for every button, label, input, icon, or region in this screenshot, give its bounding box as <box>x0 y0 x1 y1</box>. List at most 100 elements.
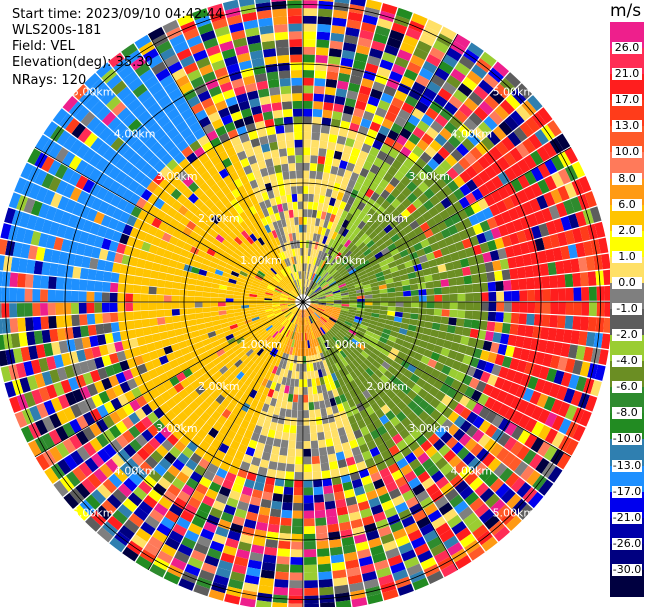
range-gate <box>268 364 275 373</box>
range-gate <box>233 302 242 306</box>
range-gate <box>203 281 213 288</box>
range-gate <box>371 247 381 256</box>
range-gate <box>384 44 399 57</box>
range-gate <box>245 277 254 283</box>
range-gate <box>468 546 485 561</box>
range-gate <box>447 224 459 236</box>
range-gate <box>132 486 148 501</box>
range-gate <box>327 453 337 463</box>
range-gate <box>240 393 249 403</box>
range-gate <box>179 283 189 290</box>
range-gate <box>575 345 586 361</box>
range-gate <box>350 0 366 7</box>
range-gate <box>572 359 583 375</box>
range-gate <box>431 273 441 281</box>
range-gate <box>4 207 16 224</box>
range-gate <box>291 331 295 340</box>
range-gate <box>347 287 356 293</box>
range-gate <box>314 330 319 339</box>
range-gate <box>238 256 247 265</box>
range-gate <box>291 370 296 379</box>
range-gate <box>333 299 342 302</box>
range-gate <box>395 501 409 514</box>
range-gate <box>275 39 289 49</box>
range-gate <box>483 229 495 242</box>
range-gate <box>281 431 290 441</box>
range-gate <box>194 255 204 264</box>
range-gate <box>498 418 511 432</box>
range-gate <box>207 375 217 385</box>
range-gate <box>305 247 309 256</box>
range-gate <box>318 578 333 588</box>
range-gate <box>82 148 96 163</box>
range-gate <box>423 176 435 188</box>
range-gate <box>557 185 570 202</box>
range-gate <box>447 542 464 556</box>
range-gate <box>588 286 597 301</box>
range-gate <box>117 483 133 498</box>
range-gate <box>311 314 317 322</box>
range-gate <box>437 239 448 249</box>
range-gate <box>380 332 390 340</box>
range-gate <box>262 276 271 283</box>
range-gate <box>308 290 314 297</box>
range-gate <box>0 238 8 255</box>
range-gate <box>416 139 429 152</box>
range-gate <box>482 340 493 352</box>
range-gate <box>287 298 296 301</box>
range-gate <box>56 409 69 425</box>
range-gate <box>270 381 277 391</box>
range-gate <box>199 244 209 253</box>
range-gate <box>542 302 551 314</box>
range-gate <box>333 303 342 306</box>
range-gate <box>341 228 350 237</box>
range-gate <box>224 593 241 605</box>
range-gate <box>170 343 181 352</box>
range-gate <box>209 540 225 553</box>
range-gate <box>155 444 169 458</box>
range-gate <box>332 250 340 259</box>
range-gate <box>183 503 198 516</box>
range-gate <box>350 422 360 432</box>
range-gate <box>204 276 214 283</box>
range-gate <box>272 156 281 166</box>
range-gate <box>65 391 77 406</box>
range-gate <box>345 137 355 148</box>
range-gate <box>537 179 550 195</box>
range-gate <box>290 54 302 63</box>
range-gate <box>322 235 328 245</box>
range-gate <box>312 346 318 355</box>
range-gate <box>323 196 331 205</box>
range-gate <box>549 275 558 289</box>
range-gate <box>194 296 203 302</box>
range-gate <box>491 414 504 428</box>
range-gate <box>250 288 259 293</box>
range-gate <box>318 299 327 302</box>
range-gate <box>206 219 217 229</box>
range-gate <box>138 250 149 260</box>
range-gate <box>375 215 385 226</box>
range-gate <box>121 175 134 189</box>
range-gate <box>523 154 537 170</box>
range-gate <box>447 514 463 529</box>
range-gate <box>325 276 333 283</box>
range-gate <box>303 456 312 465</box>
range-gate <box>316 258 322 267</box>
range-gate <box>212 320 221 327</box>
range-gate <box>360 245 369 254</box>
range-gate <box>319 327 326 335</box>
range-gate <box>111 453 125 468</box>
range-gate <box>435 256 445 266</box>
range-gate <box>288 362 294 371</box>
range-gate <box>564 273 574 288</box>
range-gate <box>287 393 294 403</box>
range-gate <box>346 316 355 322</box>
range-gate <box>207 547 222 560</box>
range-gate <box>296 425 303 434</box>
range-gate <box>225 305 234 311</box>
range-gate <box>434 390 446 402</box>
range-gate <box>141 403 153 416</box>
range-gate <box>266 345 274 354</box>
range-gate <box>383 273 393 280</box>
range-gate <box>444 468 459 482</box>
